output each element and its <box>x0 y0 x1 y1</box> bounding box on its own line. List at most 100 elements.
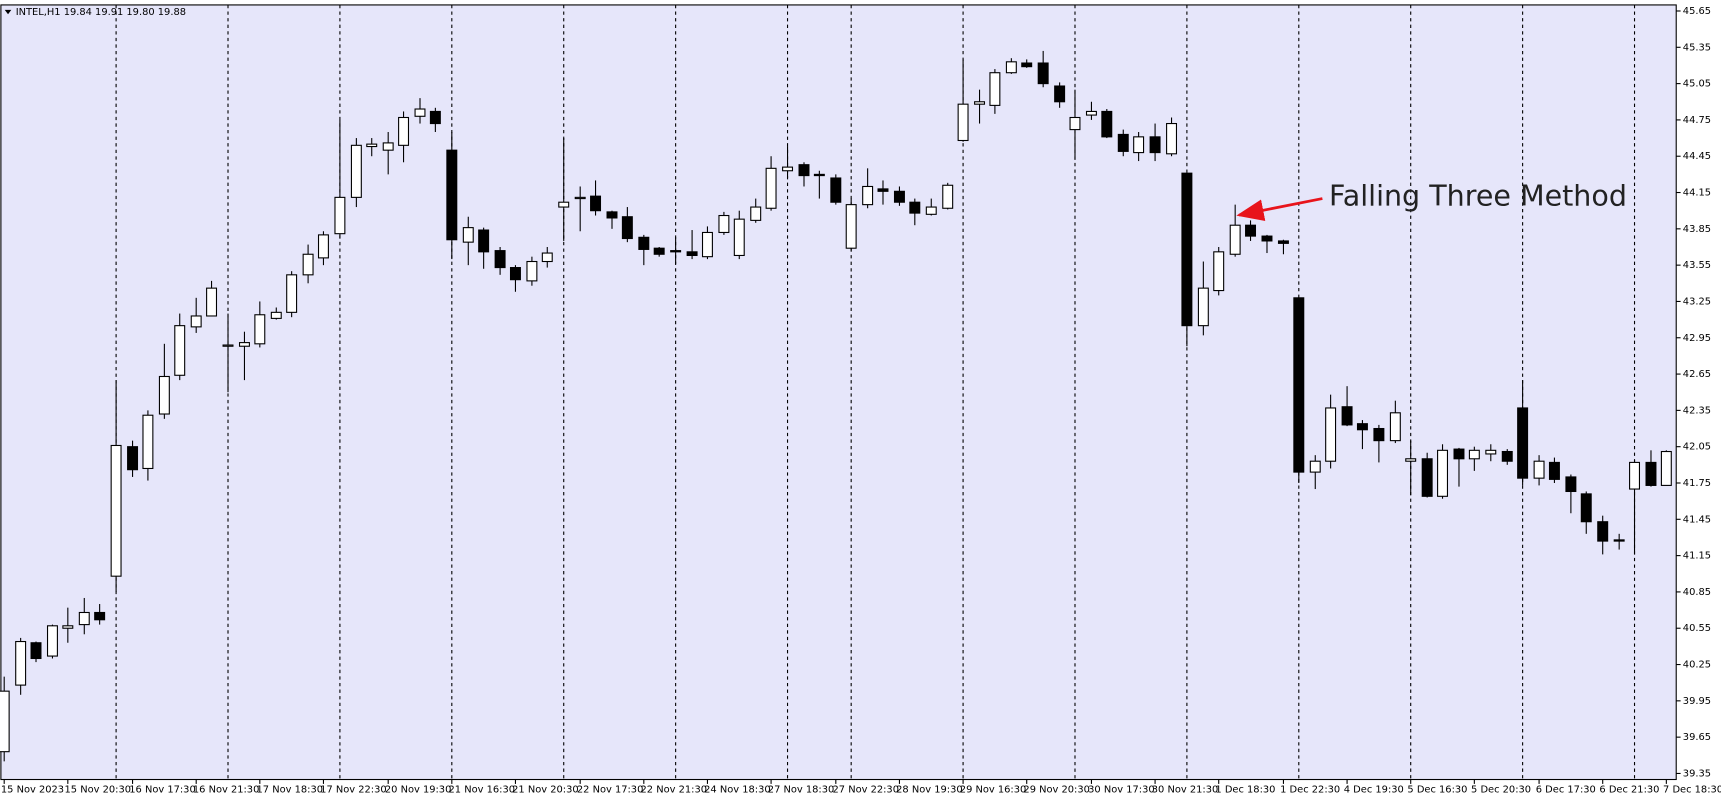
candle-body <box>127 446 139 471</box>
x-tick-label: 28 Nov 19:30 <box>896 784 962 795</box>
candle-body <box>1309 460 1321 473</box>
x-tick-label: 22 Nov 21:30 <box>641 784 707 795</box>
annotation: Falling Three Method <box>1329 179 1627 212</box>
candle-body <box>446 149 458 241</box>
candle-body <box>862 185 874 206</box>
candle-body <box>1054 85 1066 103</box>
candle-body <box>78 611 90 626</box>
candle-body <box>893 190 905 203</box>
x-tick-label: 29 Nov 20:30 <box>1023 784 1089 795</box>
candle-body <box>541 252 553 263</box>
candle-body <box>686 251 698 257</box>
candle-body <box>606 211 618 219</box>
candle-body <box>382 142 394 151</box>
candle-body <box>1405 458 1417 462</box>
y-tick-label: 41.75 <box>1683 478 1711 489</box>
candle-body <box>158 375 170 415</box>
candle-body <box>1005 61 1017 74</box>
candle-body <box>653 247 665 255</box>
candle-body <box>1548 461 1560 480</box>
candle-body <box>1597 521 1609 542</box>
candle-body <box>1213 251 1225 292</box>
y-tick-label: 40.85 <box>1683 587 1711 598</box>
x-tick-label: 30 Nov 17:30 <box>1088 784 1154 795</box>
x-tick-label: 27 Nov 18:30 <box>768 784 834 795</box>
candle-body <box>1197 287 1209 327</box>
candle-body <box>1453 448 1465 460</box>
candle-body <box>638 236 650 250</box>
candle-body <box>1437 449 1449 497</box>
x-tick-label: 22 Nov 17:30 <box>577 784 643 795</box>
candle-body <box>15 640 27 686</box>
candle-body <box>1356 423 1368 431</box>
x-tick-label: 4 Dec 19:30 <box>1344 784 1404 795</box>
candle-body <box>414 108 426 117</box>
candle-body <box>718 214 730 234</box>
y-tick-label: 42.05 <box>1683 442 1711 453</box>
y-tick-label: 39.95 <box>1683 696 1711 707</box>
candle-body <box>1468 449 1480 460</box>
candle-body <box>429 110 441 125</box>
x-tick-label: 29 Nov 16:30 <box>960 784 1026 795</box>
candle-body <box>1293 297 1305 473</box>
candle-body <box>813 173 825 177</box>
candle-body <box>1117 133 1129 152</box>
candle-body <box>1629 461 1641 490</box>
x-tick-label: 17 Nov 18:30 <box>257 784 323 795</box>
x-tick-label: 15 Nov 2023 <box>1 784 64 795</box>
candle-body <box>701 231 713 258</box>
candle-body <box>46 625 58 657</box>
candle-body <box>526 260 538 282</box>
candle-body <box>1261 235 1273 242</box>
candle-body <box>286 274 298 313</box>
candle-body <box>1580 493 1592 523</box>
candle-body <box>750 206 762 221</box>
candle-body <box>1085 110 1097 116</box>
candle-body <box>317 234 329 259</box>
candle-body <box>1101 110 1113 138</box>
candle-body <box>1517 407 1529 479</box>
candle-body <box>1325 407 1337 462</box>
candle-body <box>1660 450 1672 486</box>
candle-body <box>1245 224 1257 237</box>
candle-body <box>1613 539 1625 542</box>
candle-body <box>478 229 490 253</box>
candle-body <box>1133 136 1145 154</box>
y-tick-label: 40.55 <box>1683 623 1711 634</box>
menu-arrow[interactable] <box>4 9 12 15</box>
y-tick-label: 41.45 <box>1683 514 1711 525</box>
candle-body <box>1373 427 1385 442</box>
candle-body <box>1229 224 1241 255</box>
candle-body <box>270 311 282 319</box>
y-tick-label: 41.15 <box>1683 551 1711 562</box>
candle-body <box>190 315 202 328</box>
candle-body <box>366 143 378 148</box>
x-tick-label: 6 Dec 17:30 <box>1536 784 1596 795</box>
candle-body <box>798 164 810 177</box>
y-tick-label: 44.45 <box>1683 151 1711 162</box>
y-tick-label: 39.65 <box>1683 732 1711 743</box>
y-tick-label: 42.95 <box>1683 333 1711 344</box>
y-tick-label: 39.35 <box>1683 768 1711 779</box>
candle-body <box>782 166 794 172</box>
y-tick-label: 40.25 <box>1683 660 1711 671</box>
candle-body <box>222 344 234 347</box>
x-tick-label: 16 Nov 21:30 <box>193 784 259 795</box>
candle-body <box>350 144 362 198</box>
y-tick-label: 45.65 <box>1683 6 1711 17</box>
candle-body <box>1421 458 1433 497</box>
y-tick-label: 42.65 <box>1683 369 1711 380</box>
x-tick-label: 17 Nov 22:30 <box>320 784 386 795</box>
x-tick-label: 1 Dec 22:30 <box>1280 784 1340 795</box>
candle-body <box>1037 62 1049 85</box>
candle-body <box>0 690 10 753</box>
x-tick-label: 30 Nov 21:30 <box>1152 784 1218 795</box>
y-tick-label: 44.75 <box>1683 115 1711 126</box>
x-tick-label: 21 Nov 16:30 <box>449 784 515 795</box>
candle-body <box>30 642 42 660</box>
candle-body <box>621 216 633 240</box>
candle-body <box>1149 136 1161 154</box>
candle-body <box>590 195 602 212</box>
candle-body <box>1021 62 1033 68</box>
